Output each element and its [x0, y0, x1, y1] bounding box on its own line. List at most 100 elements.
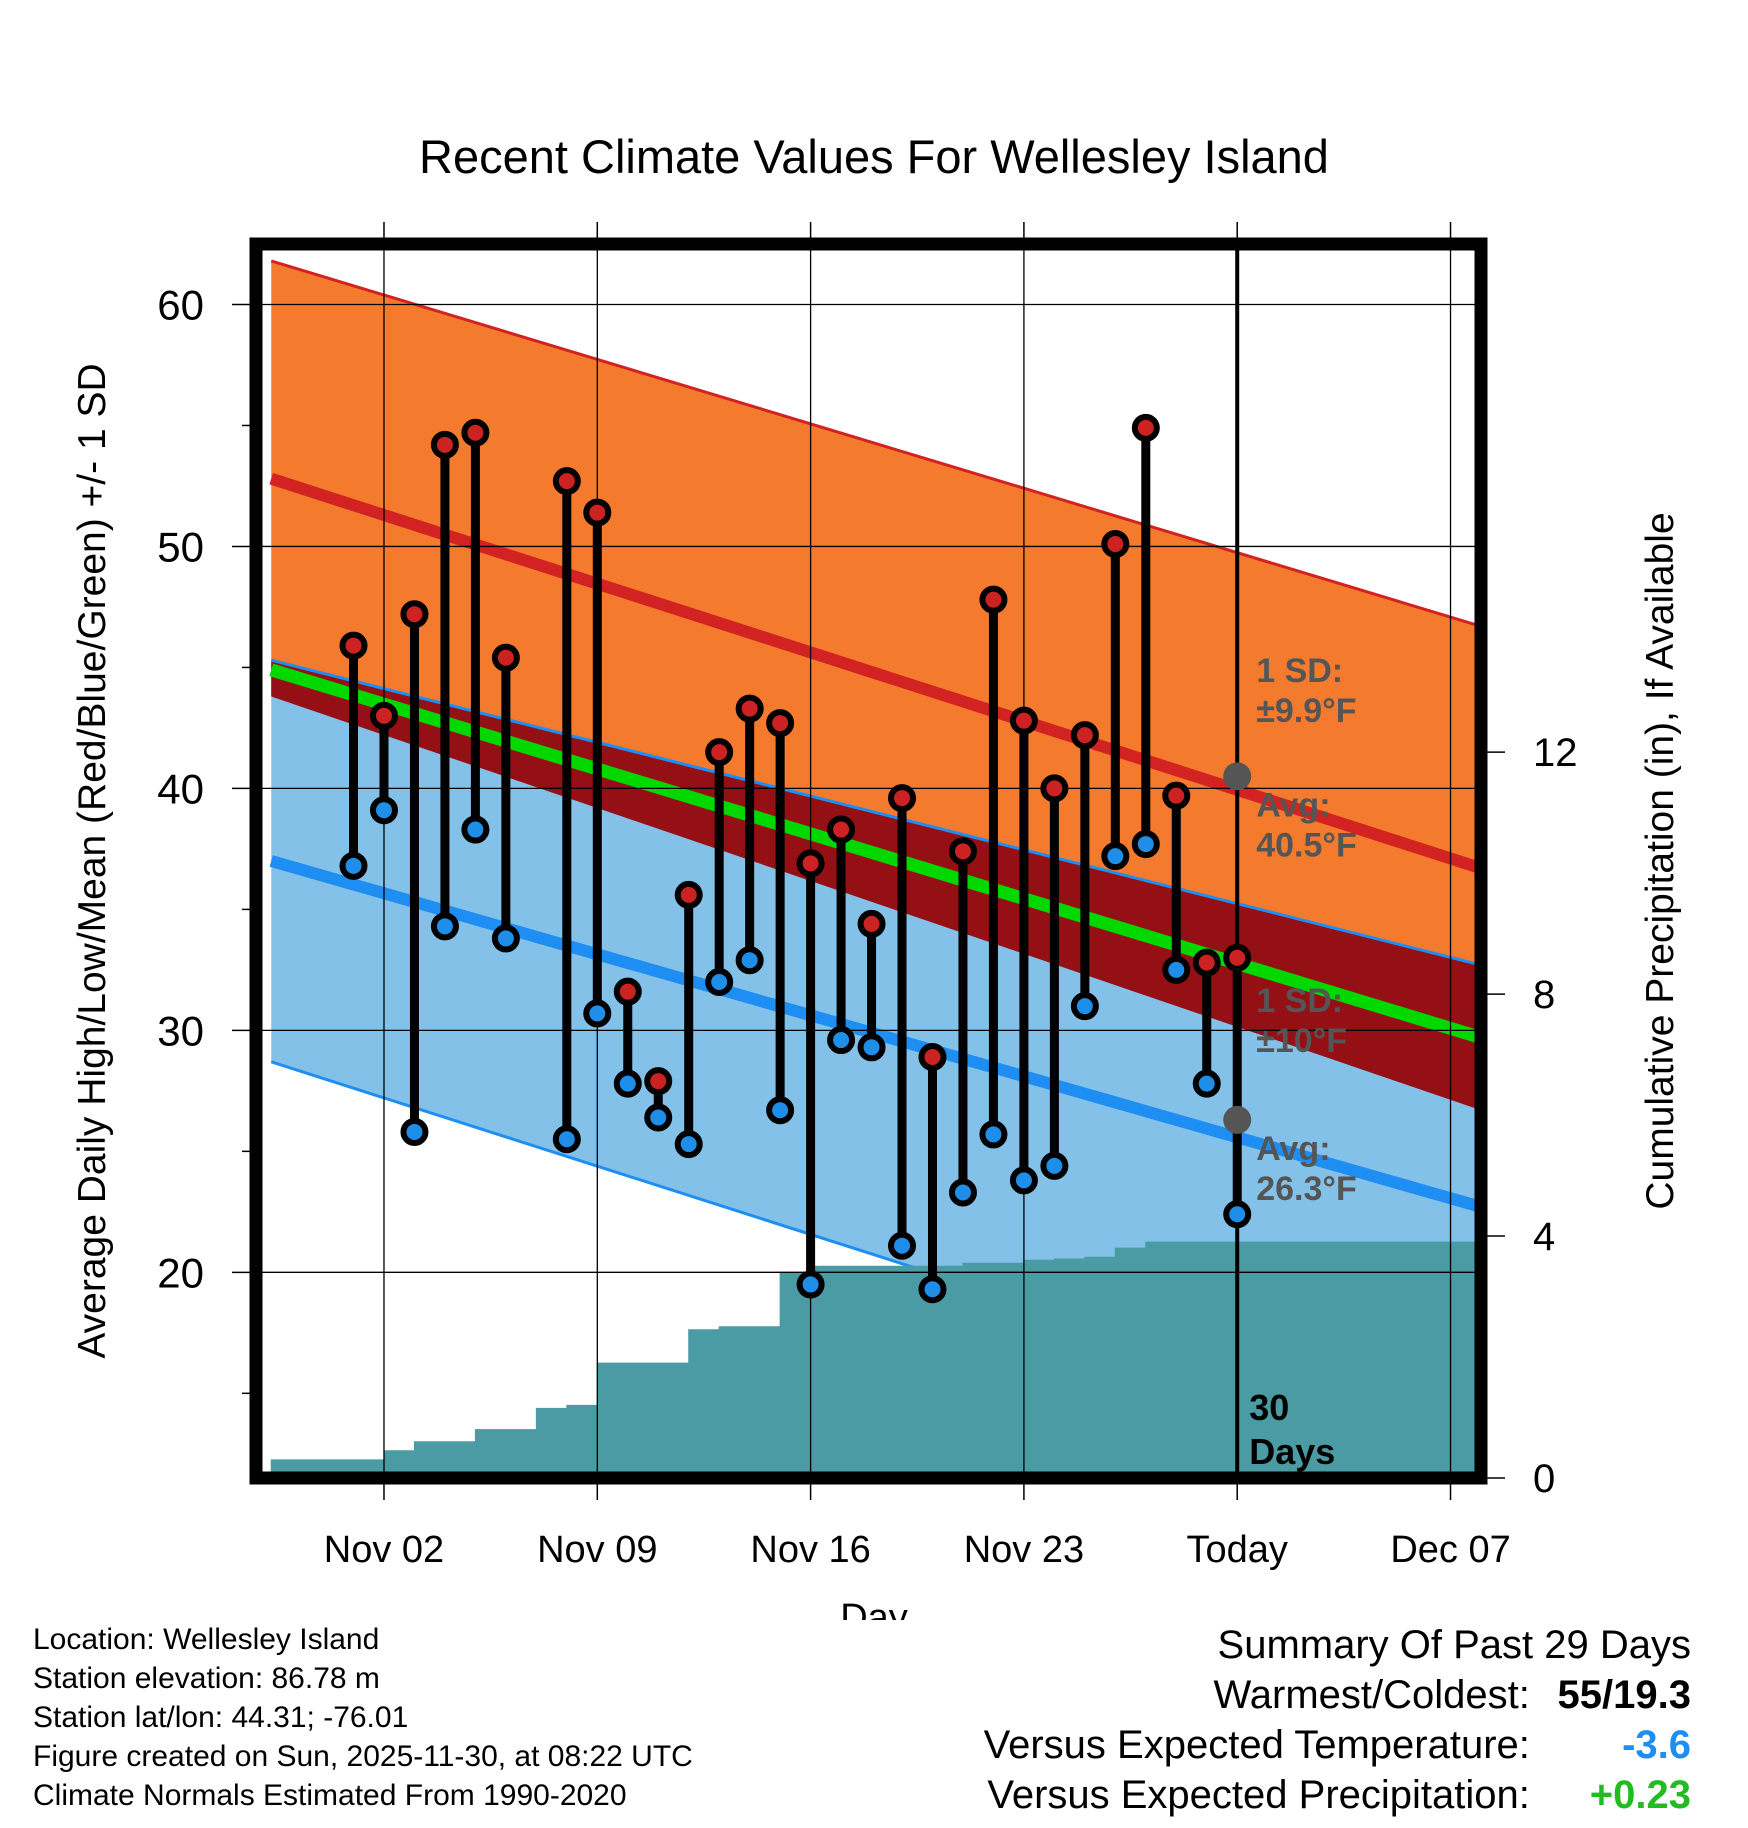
low-point	[1040, 1151, 1069, 1180]
low-point	[979, 1120, 1008, 1149]
summary-title: Summary Of Past 29 Days	[1217, 1623, 1691, 1667]
low-point	[461, 815, 490, 844]
y2-tick-label: 0	[1533, 1457, 1555, 1501]
y-tick-label: 60	[157, 281, 204, 328]
low-point	[1192, 1069, 1221, 1098]
y2-tick-label: 8	[1533, 973, 1555, 1017]
x-axis-label: Day	[840, 1597, 908, 1620]
low-point	[857, 1033, 886, 1062]
elevation-text: Station elevation: 86.78 m	[33, 1662, 380, 1695]
high-point	[674, 880, 703, 909]
low-point	[888, 1231, 917, 1260]
low-point	[430, 912, 459, 941]
high-point	[491, 643, 520, 672]
low-point	[644, 1103, 673, 1132]
low-point	[339, 851, 368, 880]
high-point	[430, 430, 459, 459]
low-point	[369, 796, 398, 825]
high-point	[1223, 943, 1252, 972]
high-point	[339, 631, 368, 660]
y2-tick-label: 4	[1533, 1215, 1555, 1259]
plot-area	[256, 244, 1481, 1478]
low-point	[491, 924, 520, 953]
chart-title: Recent Climate Values For Wellesley Isla…	[419, 130, 1329, 183]
warm-cold-label: Warmest/Coldest:	[1213, 1673, 1530, 1717]
high-point	[827, 815, 856, 844]
high-point	[613, 977, 642, 1006]
x-tick-label: Nov 16	[750, 1529, 870, 1571]
low-point	[1223, 1200, 1252, 1229]
high-point	[1070, 721, 1099, 750]
high-point	[644, 1067, 673, 1096]
low-point	[1070, 992, 1099, 1021]
low-point	[400, 1117, 429, 1146]
high-point	[1101, 530, 1130, 559]
temp-label: Versus Expected Temperature:	[983, 1723, 1530, 1767]
x-tick-label: Nov 02	[324, 1529, 444, 1571]
low-avg-line	[269, 855, 1481, 1213]
low-point	[1162, 955, 1191, 984]
summary-warm-cold: Warmest/Coldest: 55/19.3	[984, 1670, 1692, 1720]
y2-axis-label: Cumulative Precipitation (in), If Availa…	[1639, 512, 1682, 1209]
high-point	[369, 701, 398, 730]
climate-chart: 1 SD: ±9.9°F Avg: 40.5°F 1 SD: ±10°F Avg: 26.3°…	[71, 130, 1682, 1620]
low-point	[827, 1026, 856, 1055]
low-point	[583, 999, 612, 1028]
high-point	[705, 738, 734, 767]
station-info: Location: Wellesley Island Station eleva…	[33, 1620, 693, 1815]
high-point	[1040, 774, 1069, 803]
low-point	[1131, 830, 1160, 859]
high-point	[1009, 706, 1038, 735]
low-point	[1101, 842, 1130, 871]
plot-frame	[249, 237, 1488, 1485]
x-tick-label: Nov 23	[964, 1529, 1084, 1571]
low-point	[1009, 1166, 1038, 1195]
high-point	[583, 498, 612, 527]
high-point	[857, 909, 886, 938]
sd-overlap-band	[271, 660, 1481, 1111]
low-point	[674, 1130, 703, 1159]
precip-value: +0.23	[1589, 1773, 1691, 1817]
y-axis-label: Average Daily High/Low/Mean (Red/Blue/Gr…	[71, 363, 114, 1358]
low-avg-annotation: Avg: 26.3°F	[1256, 1130, 1357, 1208]
warm-cold-value: 55/19.3	[1557, 1673, 1691, 1717]
low-point	[766, 1096, 795, 1125]
created-text: Figure created on Sun, 2025-11-30, at 08…	[33, 1740, 693, 1773]
today-low-avg-marker	[1223, 1105, 1252, 1134]
high-point	[1192, 948, 1221, 977]
high-point	[1131, 413, 1160, 442]
high-point	[735, 694, 764, 723]
low-point	[613, 1069, 642, 1098]
summary-temp: Versus Expected Temperature: -3.6	[984, 1720, 1691, 1770]
high-point	[888, 784, 917, 813]
y-tick-label: 20	[157, 1249, 204, 1296]
high-point	[796, 849, 825, 878]
days-annotation: 30 Days	[1249, 1387, 1335, 1472]
y-tick-label: 40	[157, 765, 204, 812]
temp-value: -3.6	[1622, 1723, 1691, 1767]
y-tick-label: 30	[157, 1007, 204, 1054]
high-point	[979, 585, 1008, 614]
today-high-avg-marker	[1223, 762, 1252, 791]
x-tick-label: Nov 09	[537, 1529, 657, 1571]
low-point	[918, 1275, 947, 1304]
y-tick-label: 50	[157, 523, 204, 570]
y2-tick-label: 12	[1533, 731, 1578, 775]
low-point	[796, 1270, 825, 1299]
high-avg-annotation: Avg: 40.5°F	[1256, 786, 1357, 864]
high-point	[766, 709, 795, 738]
high-upper-line	[270, 259, 1481, 628]
low-point	[552, 1125, 581, 1154]
high-point	[552, 467, 581, 496]
low-point	[705, 967, 734, 996]
high-point	[918, 1042, 947, 1071]
low-sd-annotation: 1 SD: ±10°F	[1256, 982, 1347, 1060]
x-tick-label: Today	[1187, 1529, 1288, 1571]
high-sd-annotation: 1 SD: ±9.9°F	[1256, 652, 1356, 730]
high-point	[461, 418, 490, 447]
precip-label: Versus Expected Precipitation:	[987, 1773, 1530, 1817]
normals-text: Climate Normals Estimated From 1990-2020	[33, 1779, 627, 1812]
high-point	[948, 837, 977, 866]
x-tick-label: Dec 07	[1390, 1529, 1510, 1571]
latlon-text: Station lat/lon: 44.31; -76.01	[33, 1701, 409, 1734]
